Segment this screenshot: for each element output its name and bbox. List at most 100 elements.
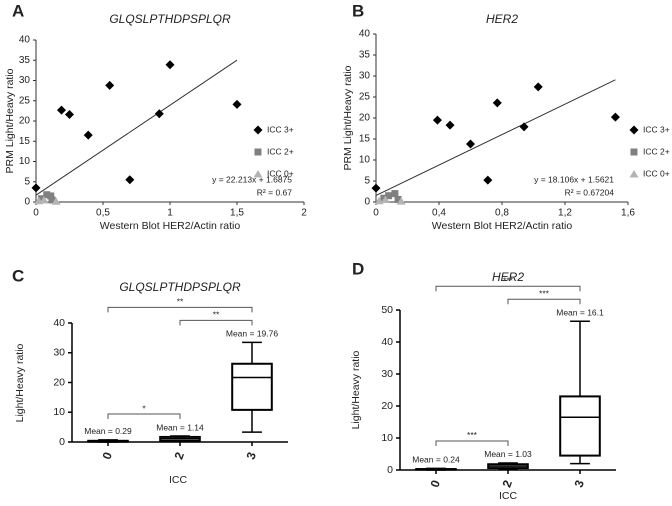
y-axis-label: PRM Light/Heavy ratio: [342, 65, 354, 170]
y-tick-label: 15: [19, 136, 31, 147]
chart-title: HER2: [486, 12, 518, 26]
x-tick-label: 1,5: [230, 208, 244, 219]
x-tick-label: 1,6: [621, 208, 635, 219]
y-tick-label: 0: [24, 197, 30, 208]
point: [56, 105, 66, 115]
panel-label: B: [352, 1, 364, 20]
significance-bracket: [179, 319, 253, 326]
y-tick-label: 0: [387, 464, 393, 476]
y-tick-label: 40: [53, 317, 65, 329]
point: [125, 175, 135, 185]
x-axis-label: Western Blot HER2/Actin ratio: [432, 220, 573, 232]
chart-title: GLQSLPTHDPSPLQR: [119, 280, 241, 294]
box: [559, 395, 601, 457]
y-tick-label: 25: [359, 92, 371, 103]
x-tick-label: 0: [100, 450, 116, 461]
chart-title: GLQSLPTHDPSPLQR: [109, 12, 231, 26]
x-axis-label: Western Blot HER2/Actin ratio: [100, 220, 241, 232]
legend-label: ICC 2+: [267, 146, 294, 156]
point: [47, 192, 55, 200]
y-tick-label: 5: [364, 176, 370, 187]
significance-bracket: [107, 306, 253, 313]
y-tick-label: 40: [359, 29, 371, 40]
mean-label: Mean = 1.03: [484, 449, 532, 459]
y-tick-label: 40: [381, 336, 393, 348]
y-tick-label: 25: [19, 95, 31, 106]
point: [37, 195, 45, 203]
point: [31, 183, 41, 193]
x-tick-label: 0: [373, 208, 379, 219]
y-tick-label: 35: [19, 55, 31, 66]
annotation: y = 18.106x + 1.5621: [534, 174, 614, 184]
point: [630, 148, 638, 156]
y-axis-label: PRM Light/Heavy ratio: [4, 68, 16, 173]
significance-label: ***: [539, 288, 550, 298]
y-tick-label: 50: [381, 304, 393, 316]
point: [105, 80, 115, 90]
annotation: y = 22.213x + 1.6875: [212, 174, 292, 184]
x-tick-label: 1: [167, 208, 173, 219]
x-tick-label: 3: [244, 450, 260, 461]
mean-label: Mean = 19.76: [226, 329, 278, 339]
y-tick-label: 0: [364, 197, 370, 208]
y-tick-label: 0: [59, 436, 65, 448]
point: [394, 195, 402, 203]
legend-label: ICC 0+: [643, 168, 670, 178]
y-axis-label: Light/Heavy ratio: [350, 350, 362, 429]
x-tick-label: 1,2: [558, 208, 572, 219]
y-tick-label: 30: [19, 75, 31, 86]
x-tick-label: 2: [301, 208, 307, 219]
x-tick-label: 0,5: [96, 208, 110, 219]
point: [253, 125, 263, 135]
significance-label: **: [177, 297, 184, 307]
point: [253, 170, 263, 178]
point: [519, 122, 529, 132]
legend-label: ICC 3+: [643, 124, 670, 134]
legend-label: ICC 2+: [643, 146, 670, 156]
y-tick-label: 5: [24, 176, 30, 187]
significance-bracket: [435, 285, 581, 292]
significance-label: *: [142, 403, 146, 413]
trendline: [35, 59, 238, 196]
y-tick-label: 10: [19, 156, 31, 167]
x-axis-label: ICC: [169, 474, 188, 486]
point: [445, 120, 455, 130]
x-tick-label: 2: [500, 478, 516, 489]
legend-label: ICC 0+: [267, 168, 294, 178]
annotation: R² = 0.67204: [565, 187, 615, 197]
y-tick-label: 30: [53, 347, 65, 359]
y-tick-label: 15: [359, 134, 371, 145]
y-tick-label: 20: [19, 116, 31, 127]
y-tick-label: 10: [359, 155, 371, 166]
point: [483, 175, 493, 185]
trendline: [375, 79, 616, 196]
x-tick-label: 0: [428, 478, 444, 489]
y-tick-label: 40: [19, 35, 31, 46]
point: [43, 191, 51, 199]
y-tick-label: 10: [381, 432, 393, 444]
point: [83, 130, 93, 140]
point: [629, 125, 639, 135]
x-tick-label: 0: [33, 208, 39, 219]
x-tick-label: 3: [572, 478, 588, 489]
point: [48, 196, 56, 204]
y-tick-label: 35: [359, 50, 371, 61]
y-tick-label: 10: [53, 406, 65, 418]
point: [396, 197, 406, 205]
legend-label: ICC 3+: [267, 124, 294, 134]
mean-label: Mean = 16.1: [556, 307, 604, 317]
point: [371, 183, 381, 193]
significance-label: ***: [503, 275, 514, 285]
y-tick-label: 30: [381, 368, 393, 380]
point: [380, 195, 390, 203]
point: [65, 110, 74, 120]
x-tick-label: 2: [172, 450, 188, 461]
point: [385, 192, 393, 200]
point: [39, 195, 49, 204]
y-tick-label: 30: [359, 71, 371, 82]
significance-bracket: [435, 440, 509, 446]
point: [629, 170, 639, 178]
point: [492, 98, 502, 108]
y-tick-label: 20: [359, 113, 371, 124]
